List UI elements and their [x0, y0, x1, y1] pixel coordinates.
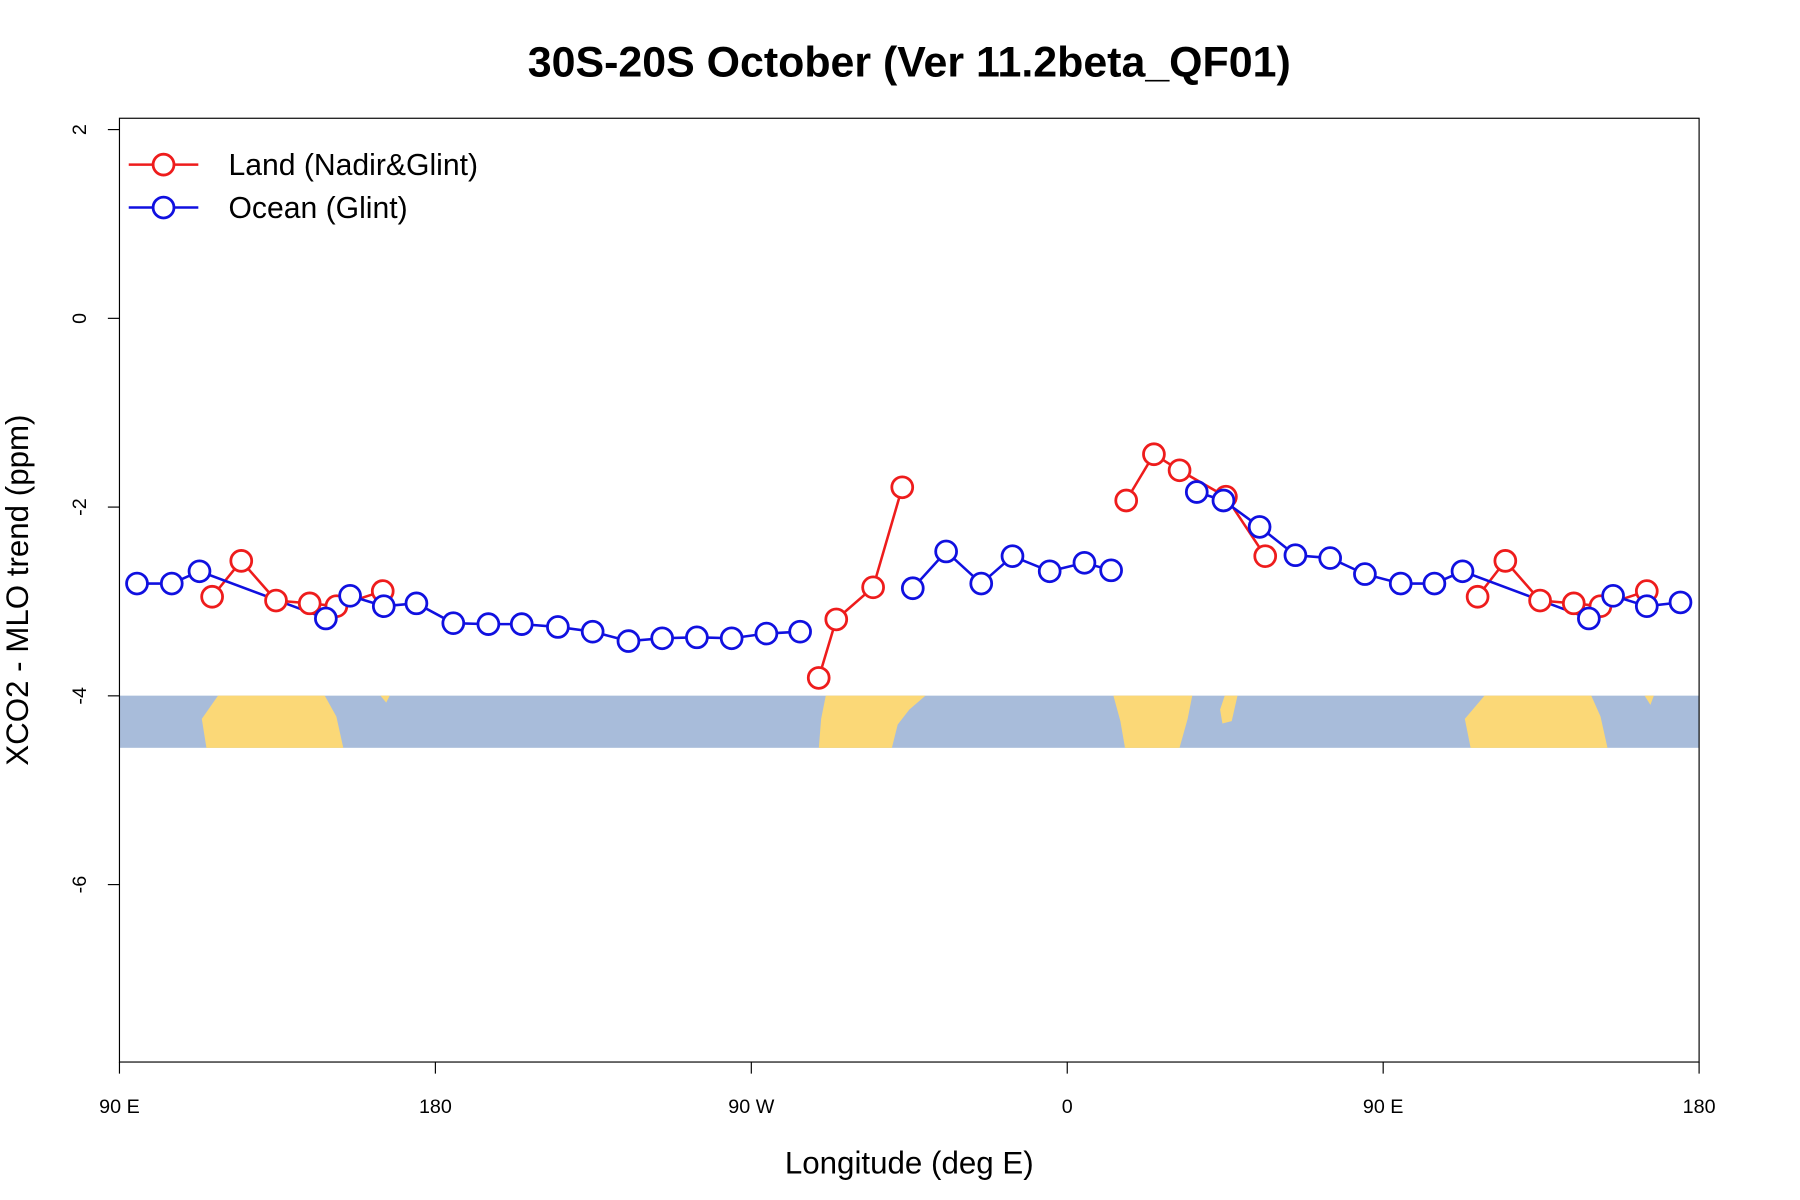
- point: [650, 626, 674, 651]
- series-line: [137, 490, 1681, 643]
- point: [476, 612, 501, 636]
- land-australia-2: [1464, 695, 1608, 748]
- point: [404, 591, 429, 616]
- legend-label: Land (Nadir&Glint): [228, 149, 478, 182]
- point: [159, 571, 184, 596]
- land-madagascar: [1220, 695, 1238, 724]
- point: [806, 666, 831, 690]
- land-africa: [1113, 695, 1193, 748]
- point: [1422, 571, 1447, 596]
- legend-marker: [151, 195, 176, 220]
- point: [861, 575, 885, 600]
- x-tick-label: 180: [419, 1096, 452, 1118]
- point: [1465, 584, 1490, 609]
- land-nz-2: [1644, 695, 1654, 705]
- x-tick-label: 180: [1683, 1096, 1716, 1118]
- point: [1142, 442, 1166, 467]
- point: [1353, 562, 1377, 586]
- point: [719, 626, 744, 651]
- y-tick-label: 2: [69, 124, 91, 135]
- point: [890, 475, 915, 500]
- y-tick-label: 0: [69, 313, 91, 324]
- point: [1528, 588, 1552, 613]
- point: [187, 559, 212, 584]
- point: [1634, 594, 1659, 619]
- land-nz: [380, 695, 390, 703]
- point: [900, 576, 925, 601]
- x-tick-label: 90 E: [1363, 1096, 1404, 1118]
- point: [1577, 606, 1601, 631]
- point: [1668, 590, 1693, 615]
- point: [1493, 549, 1518, 573]
- point: [824, 607, 849, 632]
- point: [754, 621, 779, 646]
- point: [441, 611, 466, 636]
- point: [1601, 583, 1625, 608]
- point: [969, 571, 994, 596]
- point: [1211, 488, 1236, 513]
- point: [580, 619, 605, 644]
- legend-marker: [151, 152, 176, 177]
- point: [509, 612, 534, 636]
- point: [200, 584, 224, 609]
- point: [1388, 571, 1413, 596]
- point: [1167, 458, 1192, 483]
- point: [338, 583, 362, 608]
- x-tick-label: 90 E: [99, 1096, 140, 1118]
- series-line: [211, 452, 1648, 679]
- point: [1099, 558, 1123, 583]
- x-tick-label: 90 W: [728, 1096, 774, 1118]
- point: [371, 594, 396, 619]
- x-axis-label: Longitude (deg E): [785, 1145, 1034, 1180]
- point: [1253, 544, 1278, 568]
- point: [1072, 550, 1097, 575]
- y-tick-label: -2: [69, 498, 91, 516]
- chart-title: 30S-20S October (Ver 11.2beta_QF01): [528, 39, 1291, 87]
- point: [1184, 480, 1209, 504]
- map-strip: [119, 695, 1700, 748]
- y-tick-label: -6: [69, 876, 91, 894]
- legend-label: Ocean (Glint): [228, 192, 407, 225]
- land-australia: [201, 695, 344, 748]
- y-axis-label: XCO2 - MLO trend (ppm): [0, 415, 35, 766]
- point: [1037, 559, 1062, 584]
- point: [1450, 559, 1475, 584]
- point: [1283, 543, 1308, 568]
- point: [616, 629, 641, 653]
- point: [264, 588, 288, 613]
- point: [1000, 544, 1025, 568]
- point: [685, 625, 709, 650]
- land-south-america: [818, 695, 926, 748]
- point: [788, 619, 812, 644]
- point: [1318, 546, 1342, 570]
- point: [314, 606, 338, 631]
- point: [297, 591, 322, 616]
- point: [1247, 515, 1272, 539]
- y-tick-label: -4: [69, 687, 91, 705]
- point: [546, 615, 570, 639]
- point: [1114, 488, 1139, 513]
- point: [934, 539, 958, 564]
- point: [1561, 591, 1586, 616]
- x-tick-label: 0: [1062, 1096, 1073, 1118]
- point: [125, 571, 149, 596]
- plot-frame: [118, 117, 1700, 1063]
- point: [229, 549, 254, 573]
